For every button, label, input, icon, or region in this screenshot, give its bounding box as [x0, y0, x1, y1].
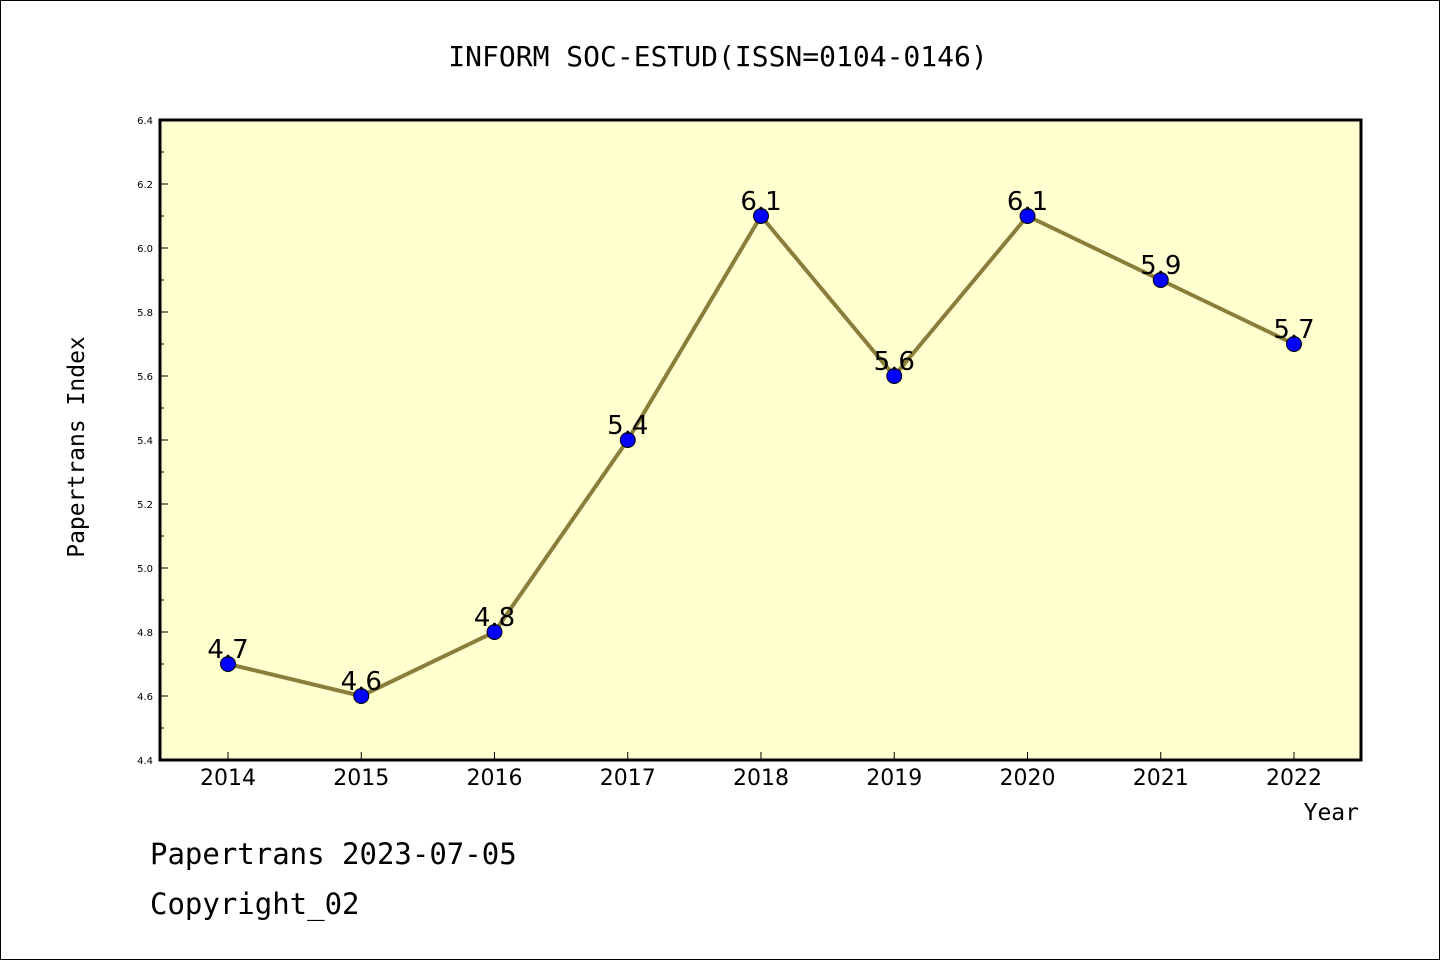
- data-point: [353, 688, 370, 704]
- data-point: [886, 368, 903, 384]
- x-tick-label: 2015: [333, 766, 389, 791]
- y-tick-label: 5.4: [137, 436, 153, 447]
- y-tick-label: 5.8: [137, 308, 153, 319]
- y-tick-label: 4.6: [137, 692, 153, 703]
- data-label: 4.6: [341, 667, 382, 697]
- data-label: 4.7: [207, 635, 248, 665]
- data-markers: [220, 208, 1302, 704]
- chart-title: INFORM SOC-ESTUD(ISSN=0104-0146): [448, 40, 987, 73]
- y-tick-label: 6.2: [137, 180, 153, 191]
- data-point: [1152, 272, 1169, 288]
- x-tick-label: 2022: [1266, 766, 1322, 791]
- x-tick-label: 2019: [866, 766, 922, 791]
- x-axis-ticks: 2014 2015 2016 2017 2018 2019 2020 2021 2022: [200, 752, 1322, 791]
- plot-area: [160, 120, 1361, 760]
- data-point: [486, 624, 503, 640]
- data-label: 4.8: [474, 603, 515, 633]
- y-tick-label: 4.4: [137, 756, 153, 767]
- x-tick-label: 2014: [200, 766, 256, 791]
- plot-border: [158, 118, 1363, 762]
- y-tick-label: 5.6: [137, 372, 153, 383]
- y-tick-label: 6.4: [137, 116, 153, 127]
- y-tick-label: 5.0: [137, 564, 153, 575]
- data-label: 5.7: [1273, 315, 1314, 345]
- x-tick-label: 2017: [600, 766, 656, 791]
- y-axis-label: Papertrans Index: [64, 336, 90, 558]
- data-point: [619, 432, 636, 448]
- x-tick-label: 2018: [733, 766, 789, 791]
- data-label: 5.4: [607, 411, 648, 441]
- data-point: [220, 656, 236, 672]
- data-point: [753, 208, 769, 224]
- data-label: 6.1: [1007, 187, 1048, 217]
- data-label: 5.9: [1140, 251, 1181, 281]
- x-tick-label: 2021: [1133, 766, 1189, 791]
- y-tick-label: 4.8: [137, 628, 153, 639]
- footer-copyright: Copyright_02: [150, 887, 360, 922]
- data-point: [1019, 208, 1036, 224]
- y-tick-label: 5.2: [137, 500, 153, 511]
- x-axis-label: Year: [1304, 800, 1359, 826]
- data-point: [1286, 336, 1302, 352]
- data-labels: 4.7 4.6 4.8 5.4 6.1 5.6 6.1 5.9 5.7: [207, 187, 1314, 697]
- x-tick-label: 2016: [467, 766, 523, 791]
- y-tick-label: 6.0: [137, 244, 153, 255]
- data-label: 5.6: [874, 347, 915, 377]
- x-tick-label: 2020: [1000, 766, 1056, 791]
- footer-date: Papertrans 2023-07-05: [150, 837, 517, 871]
- data-label: 6.1: [740, 187, 781, 217]
